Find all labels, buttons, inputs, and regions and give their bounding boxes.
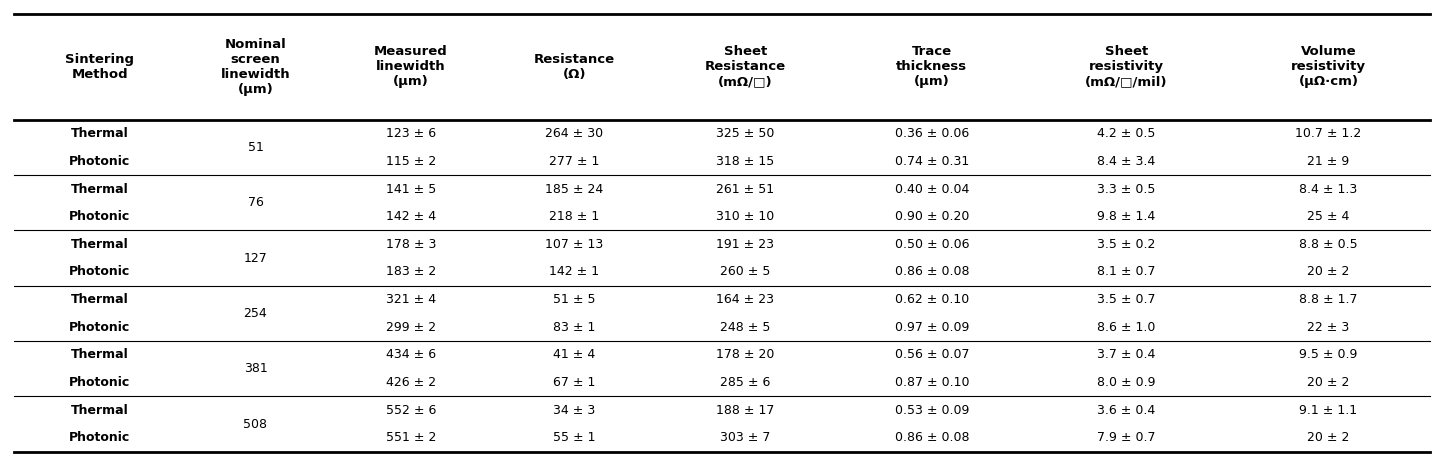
Text: Thermal: Thermal <box>71 404 129 417</box>
Text: 0.87 ± 0.10: 0.87 ± 0.10 <box>895 376 969 389</box>
Text: 0.97 ± 0.09: 0.97 ± 0.09 <box>895 321 969 334</box>
Text: 218 ± 1: 218 ± 1 <box>549 210 599 223</box>
Text: Sintering
Method: Sintering Method <box>65 53 134 81</box>
Text: 141 ± 5: 141 ± 5 <box>386 183 436 195</box>
Text: 0.74 ± 0.31: 0.74 ± 0.31 <box>895 155 969 168</box>
Text: 123 ± 6: 123 ± 6 <box>386 127 436 140</box>
Text: 178 ± 3: 178 ± 3 <box>386 238 436 251</box>
Text: 107 ± 13: 107 ± 13 <box>546 238 604 251</box>
Text: 9.8 ± 1.4: 9.8 ± 1.4 <box>1097 210 1155 223</box>
Text: 0.62 ± 0.10: 0.62 ± 0.10 <box>895 293 969 306</box>
Text: 0.86 ± 0.08: 0.86 ± 0.08 <box>895 431 969 444</box>
Text: 21 ± 9: 21 ± 9 <box>1307 155 1350 168</box>
Text: 7.9 ± 0.7: 7.9 ± 0.7 <box>1097 431 1155 444</box>
Text: Photonic: Photonic <box>69 266 130 278</box>
Text: Nominal
screen
linewidth
(μm): Nominal screen linewidth (μm) <box>221 38 290 96</box>
Text: 8.0 ± 0.9: 8.0 ± 0.9 <box>1097 376 1155 389</box>
Text: 264 ± 30: 264 ± 30 <box>546 127 604 140</box>
Text: 3.6 ± 0.4: 3.6 ± 0.4 <box>1097 404 1155 417</box>
Text: Volume
resistivity
(μΩ·cm): Volume resistivity (μΩ·cm) <box>1291 45 1366 89</box>
Text: 551 ± 2: 551 ± 2 <box>386 431 436 444</box>
Text: 22 ± 3: 22 ± 3 <box>1307 321 1350 334</box>
Text: 188 ± 17: 188 ± 17 <box>716 404 774 417</box>
Text: 3.3 ± 0.5: 3.3 ± 0.5 <box>1097 183 1155 195</box>
Text: 83 ± 1: 83 ± 1 <box>553 321 595 334</box>
Text: 8.4 ± 1.3: 8.4 ± 1.3 <box>1300 183 1357 195</box>
Text: Photonic: Photonic <box>69 376 130 389</box>
Text: Photonic: Photonic <box>69 431 130 444</box>
Text: 552 ± 6: 552 ± 6 <box>386 404 436 417</box>
Text: 0.50 ± 0.06: 0.50 ± 0.06 <box>895 238 969 251</box>
Text: 0.40 ± 0.04: 0.40 ± 0.04 <box>895 183 969 195</box>
Text: 76: 76 <box>247 196 263 209</box>
Text: Photonic: Photonic <box>69 210 130 223</box>
Text: Measured
linewidth
(μm): Measured linewidth (μm) <box>374 45 448 89</box>
Text: Resistance
(Ω): Resistance (Ω) <box>534 53 615 81</box>
Text: 508: 508 <box>244 418 267 431</box>
Text: Thermal: Thermal <box>71 127 129 140</box>
Text: Trace
thickness
(μm): Trace thickness (μm) <box>897 45 967 89</box>
Text: 3.7 ± 0.4: 3.7 ± 0.4 <box>1097 349 1155 361</box>
Text: 0.53 ± 0.09: 0.53 ± 0.09 <box>895 404 969 417</box>
Text: 34 ± 3: 34 ± 3 <box>553 404 595 417</box>
Text: 0.36 ± 0.06: 0.36 ± 0.06 <box>895 127 969 140</box>
Text: 310 ± 10: 310 ± 10 <box>716 210 774 223</box>
Text: 164 ± 23: 164 ± 23 <box>716 293 774 306</box>
Text: 321 ± 4: 321 ± 4 <box>386 293 436 306</box>
Text: 8.8 ± 1.7: 8.8 ± 1.7 <box>1300 293 1357 306</box>
Text: 277 ± 1: 277 ± 1 <box>549 155 599 168</box>
Text: 8.1 ± 0.7: 8.1 ± 0.7 <box>1097 266 1155 278</box>
Text: 248 ± 5: 248 ± 5 <box>721 321 771 334</box>
Text: 185 ± 24: 185 ± 24 <box>546 183 604 195</box>
Text: 9.5 ± 0.9: 9.5 ± 0.9 <box>1300 349 1357 361</box>
Text: 3.5 ± 0.7: 3.5 ± 0.7 <box>1097 293 1155 306</box>
Text: 41 ± 4: 41 ± 4 <box>553 349 595 361</box>
Text: 8.6 ± 1.0: 8.6 ± 1.0 <box>1097 321 1155 334</box>
Text: 426 ± 2: 426 ± 2 <box>386 376 436 389</box>
Text: 303 ± 7: 303 ± 7 <box>721 431 771 444</box>
Text: 0.86 ± 0.08: 0.86 ± 0.08 <box>895 266 969 278</box>
Text: Thermal: Thermal <box>71 293 129 306</box>
Text: 178 ± 20: 178 ± 20 <box>716 349 774 361</box>
Text: Thermal: Thermal <box>71 183 129 195</box>
Text: 0.56 ± 0.07: 0.56 ± 0.07 <box>895 349 969 361</box>
Text: 20 ± 2: 20 ± 2 <box>1307 376 1350 389</box>
Text: Thermal: Thermal <box>71 238 129 251</box>
Text: 325 ± 50: 325 ± 50 <box>716 127 774 140</box>
Text: 20 ± 2: 20 ± 2 <box>1307 431 1350 444</box>
Text: 20 ± 2: 20 ± 2 <box>1307 266 1350 278</box>
Text: 67 ± 1: 67 ± 1 <box>553 376 595 389</box>
Text: 8.4 ± 3.4: 8.4 ± 3.4 <box>1097 155 1155 168</box>
Text: 318 ± 15: 318 ± 15 <box>716 155 774 168</box>
Text: 142 ± 1: 142 ± 1 <box>549 266 599 278</box>
Text: Sheet
resistivity
(mΩ/□/mil): Sheet resistivity (mΩ/□/mil) <box>1084 45 1168 89</box>
Text: Photonic: Photonic <box>69 321 130 334</box>
Text: Thermal: Thermal <box>71 349 129 361</box>
Text: 8.8 ± 0.5: 8.8 ± 0.5 <box>1300 238 1357 251</box>
Text: 285 ± 6: 285 ± 6 <box>721 376 771 389</box>
Text: 25 ± 4: 25 ± 4 <box>1307 210 1350 223</box>
Text: 260 ± 5: 260 ± 5 <box>721 266 771 278</box>
Text: 0.90 ± 0.20: 0.90 ± 0.20 <box>895 210 969 223</box>
Text: 4.2 ± 0.5: 4.2 ± 0.5 <box>1097 127 1155 140</box>
Text: Photonic: Photonic <box>69 155 130 168</box>
Text: 261 ± 51: 261 ± 51 <box>716 183 774 195</box>
Text: 9.1 ± 1.1: 9.1 ± 1.1 <box>1300 404 1357 417</box>
Text: 10.7 ± 1.2: 10.7 ± 1.2 <box>1295 127 1362 140</box>
Text: 434 ± 6: 434 ± 6 <box>386 349 436 361</box>
Text: 115 ± 2: 115 ± 2 <box>386 155 436 168</box>
Text: 51 ± 5: 51 ± 5 <box>553 293 595 306</box>
Text: 381: 381 <box>244 362 267 375</box>
Text: 254: 254 <box>244 307 267 320</box>
Text: 3.5 ± 0.2: 3.5 ± 0.2 <box>1097 238 1155 251</box>
Text: Sheet
Resistance
(mΩ/□): Sheet Resistance (mΩ/□) <box>705 45 786 89</box>
Text: 142 ± 4: 142 ± 4 <box>386 210 436 223</box>
Text: 191 ± 23: 191 ± 23 <box>716 238 774 251</box>
Text: 51: 51 <box>247 141 263 154</box>
Text: 299 ± 2: 299 ± 2 <box>386 321 436 334</box>
Text: 55 ± 1: 55 ± 1 <box>553 431 595 444</box>
Text: 127: 127 <box>244 252 267 265</box>
Text: 183 ± 2: 183 ± 2 <box>386 266 436 278</box>
